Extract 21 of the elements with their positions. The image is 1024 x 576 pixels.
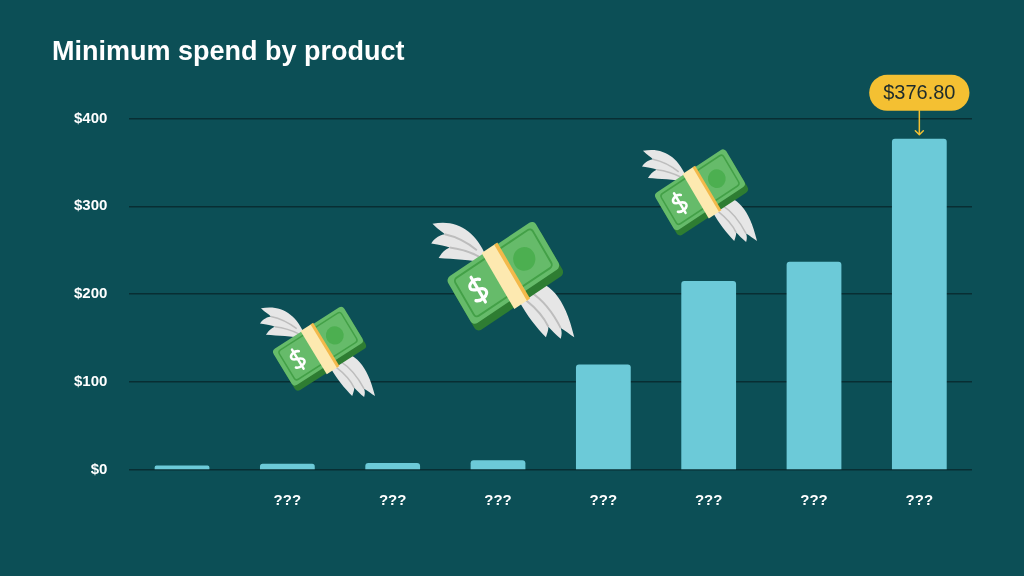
- bar: [470, 460, 526, 470]
- x-tick-label: ???: [273, 491, 302, 509]
- bar: [365, 462, 421, 470]
- x-tick-label: ???: [484, 491, 512, 509]
- bar: [575, 364, 631, 470]
- x-tick-label: ???: [694, 491, 723, 509]
- y-tick-label: $300: [73, 196, 108, 214]
- chart-title: Minimum spend by product: [52, 35, 405, 66]
- y-tick-label: $200: [73, 284, 108, 302]
- x-tick-label: ???: [905, 491, 934, 509]
- x-tick-label: ???: [800, 491, 828, 509]
- bar: [891, 138, 947, 470]
- x-tick-label: ???: [589, 491, 618, 509]
- data-label: $376.80: [883, 81, 956, 104]
- y-tick-label: $0: [90, 460, 108, 478]
- bar: [681, 281, 737, 470]
- y-tick-label: $100: [73, 372, 108, 390]
- bar: [786, 261, 842, 470]
- bar: [259, 463, 315, 470]
- y-tick-label: $400: [73, 108, 108, 126]
- x-tick-label: ???: [378, 491, 407, 509]
